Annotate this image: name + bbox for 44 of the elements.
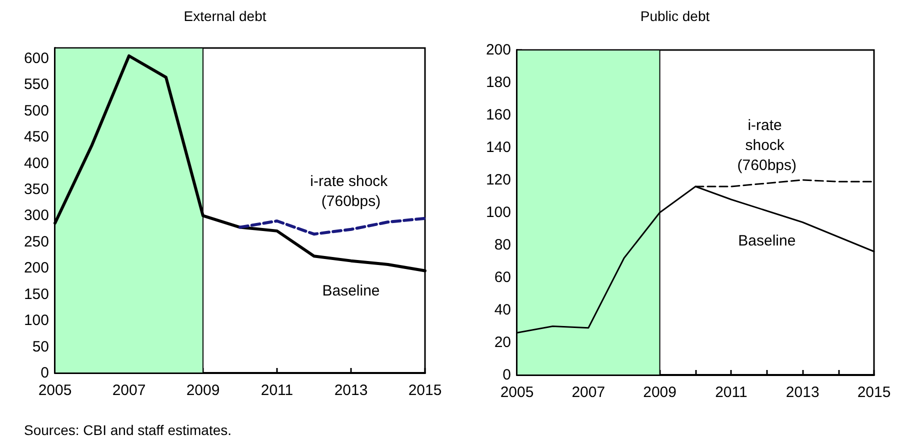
series-label: i-rate shock (760bps) (737, 116, 797, 174)
x-tick-label: 2007 (572, 384, 606, 401)
y-tick-label: 60 (494, 269, 511, 286)
y-tick-label: 180 (486, 74, 511, 91)
x-tick-label: 2015 (857, 384, 891, 401)
y-tick-label: 120 (486, 172, 511, 188)
y-tick-label: 150 (24, 286, 49, 303)
line-series (238, 216, 426, 236)
y-tick-label: 140 (486, 139, 511, 156)
x-tick-label: 2005 (500, 384, 534, 401)
series-label: Baseline (738, 232, 796, 250)
chart-title: External debt (184, 8, 266, 24)
x-tick-label: 2015 (408, 382, 442, 399)
x-tick-label: 2009 (186, 382, 220, 399)
y-tick-label: 40 (494, 302, 511, 318)
series-label: Baseline (322, 282, 380, 300)
y-tick-label: 80 (494, 236, 511, 254)
y-tick-label: 300 (24, 207, 49, 224)
y-tick-label: 450 (24, 128, 49, 146)
x-tick-label: 2013 (334, 382, 368, 399)
y-tick-label: 400 (24, 154, 49, 172)
y-tick-label: 50 (32, 338, 49, 356)
y-tick-label: 100 (486, 204, 511, 221)
chart-title: Public debt (640, 8, 710, 24)
y-tick-label: 0 (40, 364, 49, 382)
y-tick-label: 20 (494, 334, 511, 351)
x-tick-label: 2005 (38, 382, 72, 399)
y-tick-label: 500 (24, 102, 49, 120)
x-tick-label: 2011 (715, 384, 748, 401)
y-tick-label: 0 (502, 366, 511, 384)
x-tick-label: 2013 (786, 384, 820, 401)
y-tick-label: 160 (486, 106, 511, 124)
y-tick-label: 200 (486, 42, 511, 58)
source-note: Sources: CBI and staff estimates. (24, 422, 232, 438)
y-tick-label: 350 (24, 181, 49, 198)
x-tick-label: 2007 (112, 382, 146, 399)
x-tick-label: 2009 (643, 384, 676, 401)
x-tick-label: 2011 (260, 382, 294, 399)
y-tick-label: 200 (24, 260, 49, 277)
y-tick-label: 100 (24, 312, 49, 330)
y-tick-label: 250 (24, 233, 49, 250)
series-label: i-rate shock (760bps) (310, 172, 392, 210)
y-tick-label: 550 (24, 76, 49, 94)
y-tick-label: 600 (24, 50, 49, 67)
